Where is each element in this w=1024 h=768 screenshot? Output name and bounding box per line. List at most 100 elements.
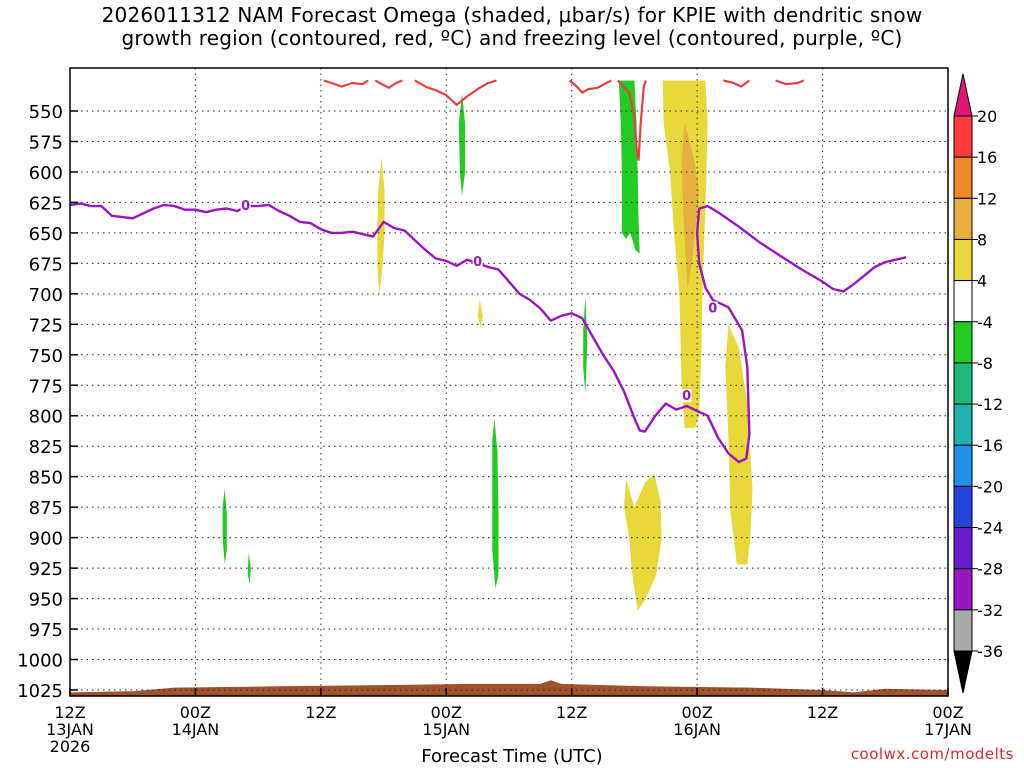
y-tick-label: 1025 bbox=[17, 681, 63, 702]
freezing-level-label: 0 bbox=[473, 255, 482, 270]
y-tick-label: 625 bbox=[29, 193, 63, 214]
y-tick-label: 825 bbox=[29, 437, 63, 458]
colorbar: 20 16 12 8 4 -4 -8 -12 -16 -20 -24 -28 -32 -36 bbox=[953, 73, 1003, 694]
dgz-contour-2 bbox=[414, 79, 497, 107]
freezing-level-label: 0 bbox=[708, 301, 717, 316]
colorbar-label: 4 bbox=[977, 272, 987, 291]
omega-region-11 bbox=[247, 552, 251, 584]
dgz-contour-3 bbox=[568, 79, 612, 94]
chart-title: 2026011312 NAM Forecast Omega (shaded, μ… bbox=[0, 4, 1024, 50]
colorbar-label: 16 bbox=[977, 148, 997, 167]
colorbar-segment bbox=[953, 197, 973, 240]
colorbar-segment bbox=[953, 403, 973, 446]
y-tick-label: 775 bbox=[29, 376, 63, 397]
colorbar-segment bbox=[953, 115, 973, 158]
y-tick-label: 925 bbox=[29, 559, 63, 580]
grid-layer bbox=[70, 68, 948, 696]
x-tick-label: 12Z bbox=[807, 703, 838, 722]
x-tick-label: 15JAN bbox=[422, 720, 470, 739]
y-tick-label: 750 bbox=[29, 346, 63, 367]
omega-region-9 bbox=[583, 296, 588, 394]
terrain-fill bbox=[70, 680, 948, 696]
credit-text: coolwx.com/modelts bbox=[850, 745, 1014, 763]
colorbar-label: -12 bbox=[977, 395, 1003, 414]
y-tick-label: 875 bbox=[29, 498, 63, 519]
freezing-level-layer: 0 0 0 0 bbox=[69, 199, 907, 464]
chart-title-line2: growth region (contoured, red, ºC) and f… bbox=[121, 26, 903, 50]
colorbar-bottom-arrow bbox=[953, 650, 973, 694]
freezing-label-bg bbox=[240, 199, 251, 213]
y-tick-label: 725 bbox=[29, 315, 63, 336]
x-tick-label: 00Z bbox=[431, 703, 462, 722]
y-axis-ticks: 550 575 600 625 650 675 700 725 750 775 800 825 850 8… bbox=[17, 102, 78, 702]
y-tick-label: 975 bbox=[29, 620, 63, 641]
freezing-label-bg bbox=[707, 301, 718, 315]
x-tick-label: 13JAN bbox=[46, 720, 94, 739]
colorbar-label: 20 bbox=[977, 107, 997, 126]
y-tick-label: 550 bbox=[29, 102, 63, 123]
colorbar-segment bbox=[953, 156, 973, 199]
omega-shading-layer bbox=[222, 80, 753, 611]
x-axis-title: Forecast Time (UTC) bbox=[421, 746, 603, 767]
omega-region-5 bbox=[725, 324, 753, 565]
omega-region-2 bbox=[662, 80, 708, 428]
omega-region-6 bbox=[618, 80, 640, 254]
colorbar-top-arrow bbox=[953, 73, 973, 117]
y-tick-label: 850 bbox=[29, 468, 63, 489]
freezing-level-label: 0 bbox=[682, 389, 691, 404]
chart-title-line1: 2026011312 NAM Forecast Omega (shaded, μ… bbox=[101, 3, 923, 27]
x-tick-label: 17JAN bbox=[924, 720, 972, 739]
y-tick-label: 650 bbox=[29, 224, 63, 245]
x-tick-label: 00Z bbox=[180, 703, 211, 722]
y-tick-label: 675 bbox=[29, 254, 63, 275]
x-tick-label: 12Z bbox=[54, 703, 85, 722]
dgz-contour-1 bbox=[374, 79, 403, 89]
x-tick-label: 12Z bbox=[305, 703, 336, 722]
y-tick-label: 950 bbox=[29, 590, 63, 611]
colorbar-segment bbox=[953, 485, 973, 529]
dgz-contour-4 bbox=[616, 79, 647, 161]
terrain-layer bbox=[70, 680, 948, 696]
omega-region-7 bbox=[458, 93, 466, 197]
colorbar-label: -28 bbox=[977, 560, 1003, 579]
colorbar-segment bbox=[953, 280, 973, 323]
colorbar-label: 12 bbox=[977, 189, 997, 208]
y-tick-label: 1000 bbox=[17, 651, 63, 672]
y-tick-label: 575 bbox=[29, 132, 63, 153]
omega-region-1 bbox=[477, 299, 483, 328]
colorbar-segment bbox=[953, 238, 973, 282]
colorbar-segment bbox=[953, 321, 973, 364]
colorbar-label: -36 bbox=[977, 642, 1003, 661]
colorbar-label: -32 bbox=[977, 601, 1003, 620]
y-tick-label: 600 bbox=[29, 163, 63, 184]
x-tick-label: 00Z bbox=[681, 703, 712, 722]
colorbar-label: -20 bbox=[977, 477, 1003, 496]
colorbar-label: 8 bbox=[977, 230, 987, 249]
x-tick-label: 00Z bbox=[932, 703, 963, 722]
plot-frame bbox=[69, 67, 949, 697]
colorbar-segment bbox=[953, 444, 973, 487]
x-tick-label: 14JAN bbox=[172, 720, 220, 739]
y-tick-label: 900 bbox=[29, 529, 63, 550]
omega-region-8 bbox=[492, 418, 499, 589]
colorbar-label: -4 bbox=[977, 313, 993, 332]
dgz-contour-0 bbox=[323, 79, 369, 88]
colorbar-segment bbox=[953, 362, 973, 405]
dgz-contour-6 bbox=[775, 79, 805, 86]
omega-region-4 bbox=[624, 474, 662, 611]
colorbar-label: -16 bbox=[977, 436, 1003, 455]
omega-region-3 bbox=[681, 123, 700, 288]
x-tick-label: 16JAN bbox=[673, 720, 721, 739]
omega-region-10 bbox=[222, 488, 227, 565]
colorbar-label: -8 bbox=[977, 354, 993, 373]
y-tick-label: 700 bbox=[29, 285, 63, 306]
x-tick-label: 12Z bbox=[556, 703, 587, 722]
colorbar-label: -24 bbox=[977, 519, 1003, 538]
x-tick-label: 2026 bbox=[50, 737, 91, 756]
colorbar-segment bbox=[953, 609, 973, 652]
freezing-level-label: 0 bbox=[241, 199, 250, 214]
dgz-contour-layer bbox=[323, 79, 805, 161]
dgz-contour-5 bbox=[723, 79, 751, 88]
